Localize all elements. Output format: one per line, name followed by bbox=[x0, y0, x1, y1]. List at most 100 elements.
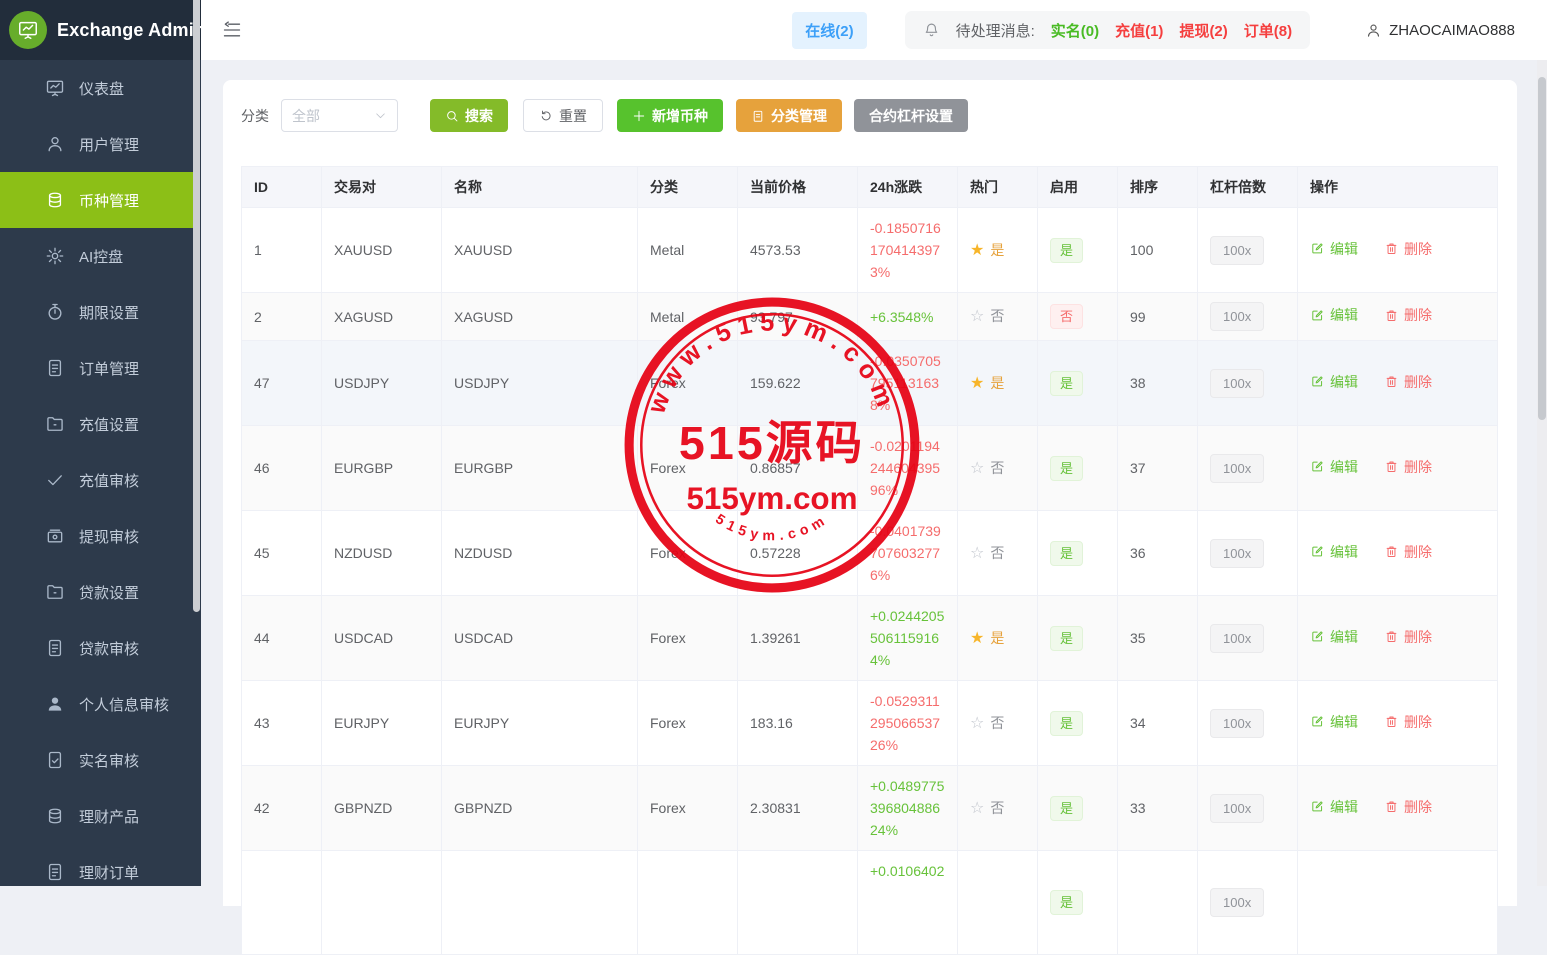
sidebar-item-wealth-orders[interactable]: 理财订单 bbox=[0, 844, 193, 900]
cell-hot: ★ 是 bbox=[957, 595, 1038, 681]
sidebar-item-recharge-settings[interactable]: 充值设置 bbox=[0, 396, 193, 452]
table-row[interactable]: 1 XAUUSD XAUUSD Metal 4573.53 -0.1850716… bbox=[241, 207, 1498, 293]
edit-link[interactable]: 编辑 bbox=[1310, 796, 1358, 818]
table-row[interactable]: 46 EURGBP EURGBP Forex 0.86857 -0.020119… bbox=[241, 425, 1498, 511]
cell-pair: EURGBP bbox=[321, 425, 442, 511]
delete-link[interactable]: 删除 bbox=[1384, 796, 1432, 818]
cell-name: USDCAD bbox=[441, 595, 638, 681]
edit-link[interactable]: 编辑 bbox=[1310, 711, 1358, 733]
delete-link[interactable]: 删除 bbox=[1384, 304, 1432, 326]
reset-button[interactable]: 重置 bbox=[523, 99, 603, 132]
filter-toolbar: 分类 全部 搜索 重置 新增币种 分类管理 合约杠杆设置 bbox=[241, 99, 1499, 132]
edit-icon bbox=[1310, 629, 1325, 644]
enabled-status-tag[interactable]: 是 bbox=[1050, 710, 1084, 736]
delete-icon bbox=[1384, 629, 1399, 644]
document-icon bbox=[45, 358, 65, 378]
sidebar-item-label: 理财产品 bbox=[79, 808, 140, 826]
coins-icon bbox=[45, 190, 65, 210]
cell-hot: ★ 是 bbox=[957, 340, 1038, 426]
sidebar-item-profile-review[interactable]: 个人信息审核 bbox=[0, 676, 193, 732]
sidebar-item-coins[interactable]: 币种管理 bbox=[0, 172, 193, 228]
pending-item-kyc[interactable]: 实名(0) bbox=[1050, 22, 1100, 40]
pending-item-withdraw[interactable]: 提现(2) bbox=[1179, 22, 1228, 40]
star-filled-icon[interactable]: ★ bbox=[970, 629, 985, 647]
table-row[interactable]: 44 USDCAD USDCAD Forex 1.39261 +0.024420… bbox=[241, 595, 1498, 681]
delete-icon bbox=[1384, 459, 1399, 474]
table-row[interactable]: +0.0106402 是 100x bbox=[241, 850, 1498, 955]
online-badge[interactable]: 在线(2) bbox=[792, 11, 867, 49]
table-row[interactable]: 2 XAGUSD XAGUSD Metal 93.797 +6.3548% ☆ 否… bbox=[241, 292, 1498, 341]
pending-item-order[interactable]: 订单(8) bbox=[1243, 22, 1293, 40]
table-row[interactable]: 47 USDJPY USDJPY Forex 159.622 -0.035070… bbox=[241, 340, 1498, 426]
cell-hot: ☆ 否 bbox=[957, 425, 1038, 511]
star-outline-icon[interactable]: ☆ bbox=[970, 308, 985, 325]
delete-link[interactable]: 删除 bbox=[1384, 711, 1432, 733]
page-scrollbar[interactable] bbox=[1537, 60, 1547, 886]
star-outline-icon[interactable]: ☆ bbox=[970, 714, 985, 732]
cell-category: Metal bbox=[637, 207, 738, 293]
enabled-status-tag[interactable]: 是 bbox=[1050, 237, 1084, 263]
edit-link[interactable]: 编辑 bbox=[1310, 304, 1358, 326]
sidebar-item-dashboard[interactable]: 仪表盘 bbox=[0, 60, 193, 116]
timer-icon bbox=[45, 302, 65, 322]
add-coin-button[interactable]: 新增币种 bbox=[617, 99, 723, 132]
table-row[interactable]: 45 NZDUSD NZDUSD Forex 0.57228 -0.040173… bbox=[241, 510, 1498, 596]
sidebar-item-kyc-review[interactable]: 实名审核 bbox=[0, 732, 193, 788]
enabled-status-tag[interactable]: 是 bbox=[1050, 795, 1084, 821]
enabled-status-tag[interactable]: 否 bbox=[1050, 304, 1084, 329]
star-outline-icon[interactable]: ☆ bbox=[970, 459, 985, 477]
star-outline-icon[interactable]: ☆ bbox=[970, 544, 985, 562]
sidebar-scrollbar-thumb[interactable] bbox=[193, 0, 200, 612]
sidebar-item-recharge-review[interactable]: 充值审核 bbox=[0, 452, 193, 508]
sidebar-item-loan-settings[interactable]: 贷款设置 bbox=[0, 564, 193, 620]
leverage-tag: 100x bbox=[1210, 708, 1265, 738]
cell-hot: ☆ 否 bbox=[957, 510, 1038, 596]
enabled-status-tag[interactable]: 是 bbox=[1050, 625, 1084, 651]
table-row[interactable]: 43 EURJPY EURJPY Forex 183.16 -0.0529311… bbox=[241, 680, 1498, 766]
page-scrollbar-thumb[interactable] bbox=[1538, 77, 1546, 420]
table-row[interactable]: 42 GBPNZD GBPNZD Forex 2.30831 +0.048977… bbox=[241, 765, 1498, 851]
enabled-status-tag[interactable]: 是 bbox=[1050, 540, 1084, 566]
hot-label: 是 bbox=[990, 374, 1005, 391]
chart-board-icon bbox=[17, 19, 39, 41]
search-button[interactable]: 搜索 bbox=[430, 99, 508, 132]
sidebar-item-users[interactable]: 用户管理 bbox=[0, 116, 193, 172]
delete-link[interactable]: 删除 bbox=[1384, 238, 1432, 260]
cell-lever: 100x bbox=[1197, 765, 1298, 851]
delete-icon bbox=[1384, 241, 1399, 256]
change-value: 6% bbox=[870, 567, 891, 583]
edit-link[interactable]: 编辑 bbox=[1310, 456, 1358, 478]
category-manage-button[interactable]: 分类管理 bbox=[736, 99, 842, 132]
cell-sort: 37 bbox=[1117, 425, 1198, 511]
hot-label: 否 bbox=[990, 459, 1005, 476]
category-select[interactable]: 全部 bbox=[281, 99, 398, 132]
pending-item-recharge[interactable]: 充值(1) bbox=[1115, 22, 1164, 40]
leverage-settings-button[interactable]: 合约杠杆设置 bbox=[854, 99, 968, 132]
enabled-status-tag[interactable]: 是 bbox=[1050, 890, 1084, 915]
edit-link[interactable]: 编辑 bbox=[1310, 371, 1358, 393]
delete-link[interactable]: 删除 bbox=[1384, 371, 1432, 393]
enabled-status-tag[interactable]: 是 bbox=[1050, 370, 1084, 396]
sidebar-item-orders[interactable]: 订单管理 bbox=[0, 340, 193, 396]
enabled-status-tag[interactable]: 是 bbox=[1050, 455, 1084, 481]
delete-link[interactable]: 删除 bbox=[1384, 541, 1432, 563]
leverage-tag: 100x bbox=[1210, 623, 1265, 653]
star-filled-icon[interactable]: ★ bbox=[970, 374, 985, 392]
edit-link[interactable]: 编辑 bbox=[1310, 541, 1358, 563]
star-filled-icon[interactable]: ★ bbox=[970, 241, 985, 259]
sidebar-item-wealth-products[interactable]: 理财产品 bbox=[0, 788, 193, 844]
sidebar-item-terms[interactable]: 期限设置 bbox=[0, 284, 193, 340]
sidebar-item-withdraw-review[interactable]: 提现审核 bbox=[0, 508, 193, 564]
user-menu[interactable]: ZHAOCAIMAO888 bbox=[1365, 22, 1515, 39]
edit-link[interactable]: 编辑 bbox=[1310, 238, 1358, 260]
sidebar-item-loan-review[interactable]: 贷款审核 bbox=[0, 620, 193, 676]
change-value: 295066537 bbox=[870, 715, 941, 731]
delete-link[interactable]: 删除 bbox=[1384, 456, 1432, 478]
edit-link[interactable]: 编辑 bbox=[1310, 626, 1358, 648]
sidebar-item-ai[interactable]: AI控盘 bbox=[0, 228, 193, 284]
cell-change: +0.0244205 506115916 4% bbox=[857, 595, 958, 681]
collapse-sidebar-icon[interactable] bbox=[222, 20, 242, 40]
delete-link[interactable]: 删除 bbox=[1384, 626, 1432, 648]
leverage-tag: 100x bbox=[1210, 368, 1265, 398]
star-outline-icon[interactable]: ☆ bbox=[970, 799, 985, 817]
